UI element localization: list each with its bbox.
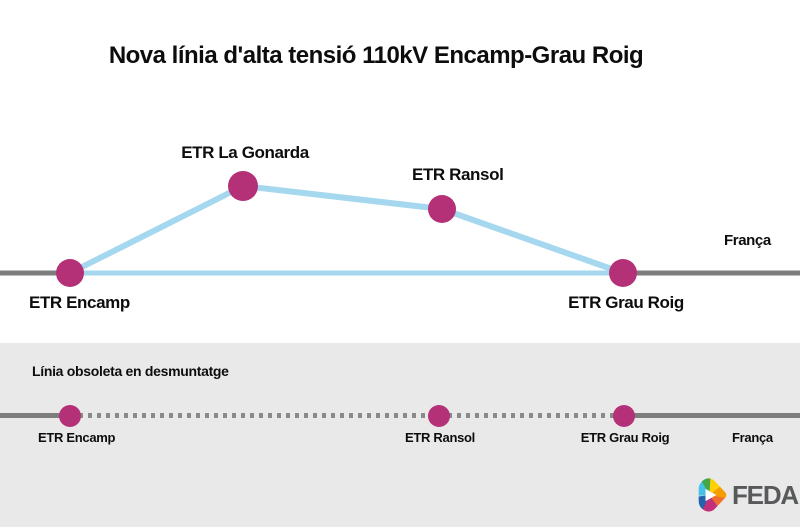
label-etr-encamp: ETR Encamp bbox=[29, 293, 130, 312]
feda-logo-wordmark: FEDA bbox=[732, 480, 799, 510]
old-label-franca: França bbox=[732, 430, 773, 445]
obsolete-line-panel: Línia obsoleta en desmuntatge ETR Encamp… bbox=[0, 343, 800, 527]
old-border-line-left bbox=[0, 413, 70, 418]
old-node-etr-grau-roig bbox=[613, 405, 635, 427]
label-etr-grau-roig: ETR Grau Roig bbox=[568, 293, 684, 312]
old-node-etr-ransol bbox=[428, 405, 450, 427]
node-etr-grau-roig bbox=[609, 259, 637, 287]
node-etr-la-gonarda bbox=[228, 171, 258, 201]
new-line-mountain-segment bbox=[67, 183, 626, 276]
old-line-dashed bbox=[70, 413, 625, 418]
node-etr-encamp bbox=[56, 259, 84, 287]
old-label-etr-grau-roig: ETR Grau Roig bbox=[580, 430, 670, 445]
new-line-diagram bbox=[0, 171, 800, 287]
label-etr-la-gonarda: ETR La Gonarda bbox=[181, 143, 309, 162]
old-label-etr-encamp: ETR Encamp bbox=[38, 430, 116, 445]
page-title: Nova línia d'alta tensió 110kV Encamp-Gr… bbox=[108, 42, 644, 69]
node-etr-ransol bbox=[428, 195, 456, 223]
old-label-etr-ransol: ETR Ransol bbox=[405, 430, 475, 445]
label-etr-ransol: ETR Ransol bbox=[412, 165, 504, 184]
feda-logo-icon bbox=[698, 478, 727, 512]
label-franca: França bbox=[724, 232, 771, 249]
feda-logo: FEDA bbox=[697, 478, 799, 512]
old-node-etr-encamp bbox=[59, 405, 81, 427]
obsolete-line-caption: Línia obsoleta en desmuntatge bbox=[32, 363, 229, 379]
old-border-line-right-france bbox=[624, 413, 800, 418]
